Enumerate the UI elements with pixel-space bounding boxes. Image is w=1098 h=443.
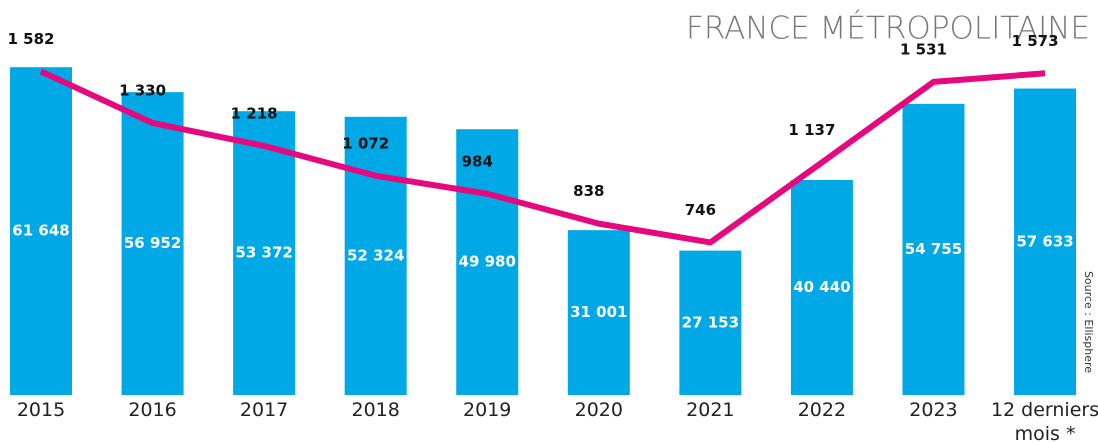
bar-value-label: 54 755 xyxy=(905,240,962,258)
x-tick-label: 2016 xyxy=(128,399,177,421)
x-tick-label: 2015 xyxy=(16,399,66,421)
bar xyxy=(790,179,853,395)
bar-value-label: 61 648 xyxy=(12,222,69,240)
line-value-label: 1 137 xyxy=(788,121,835,139)
bar-value-label: 53 372 xyxy=(235,244,292,262)
x-tick-label: 12 derniers mois * xyxy=(990,399,1098,443)
source: Source : Ellisphere xyxy=(1082,271,1095,373)
bar-value-label: 56 952 xyxy=(124,234,181,252)
bar xyxy=(1014,88,1077,395)
line-value-label: 838 xyxy=(573,182,604,200)
x-tick-label: 2019 xyxy=(463,399,512,421)
x-tick-label: 2017 xyxy=(239,399,289,421)
x-tick-label: 2021 xyxy=(686,399,735,421)
line xyxy=(39,68,1046,246)
line-value-label: 746 xyxy=(685,201,716,219)
bar xyxy=(10,67,72,395)
bar xyxy=(567,230,630,395)
bar xyxy=(902,103,965,395)
line-value-label: 1 330 xyxy=(119,81,166,99)
bar-value-label: 40 440 xyxy=(793,278,850,296)
line-value-label: 984 xyxy=(462,152,493,170)
bar-value-label: 27 153 xyxy=(682,313,739,331)
line-value-label: 1 531 xyxy=(900,40,947,58)
bar-value-label: 57 633 xyxy=(1016,232,1073,250)
line-value-label: 1 218 xyxy=(231,104,278,122)
line-value-label: 1 582 xyxy=(8,30,55,48)
line-value-label: 1 072 xyxy=(342,134,389,152)
bar-value-label: 49 980 xyxy=(459,253,516,271)
bar xyxy=(344,116,407,396)
bar xyxy=(233,111,296,396)
bar xyxy=(121,92,184,395)
bar-value-label: 52 324 xyxy=(347,246,404,264)
x-tick-label: 2022 xyxy=(797,399,847,421)
bar xyxy=(679,250,742,395)
x-tick-label: 2020 xyxy=(574,399,623,421)
bar xyxy=(456,129,519,395)
chart-title: FRANCE MÉTROPOLITAINE xyxy=(686,11,1090,47)
line-value-label: 1 573 xyxy=(1012,32,1059,50)
x-tick-label: 2023 xyxy=(909,399,958,421)
bar-value-label: 31 001 xyxy=(570,303,627,321)
x-tick-label: 2018 xyxy=(351,399,400,421)
